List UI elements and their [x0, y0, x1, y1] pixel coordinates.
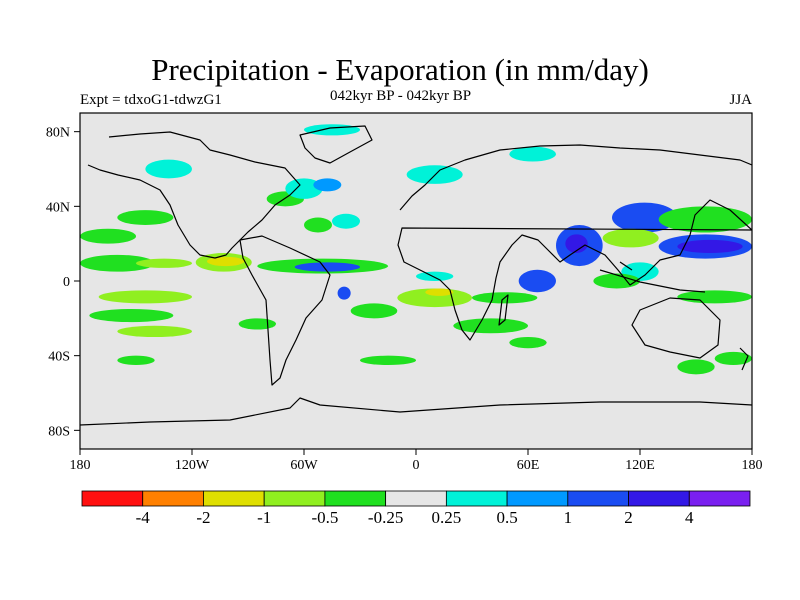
anomaly-region-24 — [350, 303, 398, 319]
colorbar-label-0: -4 — [136, 508, 151, 527]
anomaly-region-27 — [518, 269, 556, 293]
x-axis: 180 120W 60W 0 60E 120E 180 — [70, 449, 763, 473]
anomaly-region-38 — [453, 318, 528, 334]
chart-subtitle: 042kyr BP - 042kyr BP — [330, 88, 472, 104]
anomaly-region-0 — [80, 254, 155, 272]
anomaly-region-36 — [658, 206, 752, 233]
anomaly-region-26 — [509, 146, 556, 162]
colorbar-swatch-9 — [628, 490, 690, 507]
chart-title: Precipitation - Evaporation (in mm/day) — [151, 52, 649, 87]
anomaly-region-15 — [332, 213, 360, 229]
anomaly-region-31 — [602, 228, 659, 248]
anomaly-region-43 — [509, 337, 547, 349]
anomaly-region-3 — [206, 256, 245, 267]
colorbar-swatch-7 — [506, 490, 569, 507]
colorbar-label-6: 0.5 — [496, 508, 517, 527]
colorbar-label-7: 1 — [564, 508, 573, 527]
anomaly-region-5 — [294, 262, 361, 272]
colorbar-label-3: -0.5 — [311, 508, 338, 527]
anomaly-region-13 — [313, 178, 342, 192]
y-tick-label-4: 80S — [48, 424, 70, 439]
x-tick-label-1: 120W — [175, 458, 210, 473]
y-axis: 80N 40N 0 40S 80S — [46, 126, 80, 439]
y-tick-label-3: 40S — [48, 350, 70, 365]
x-tick-label-3: 0 — [413, 458, 420, 473]
anomaly-region-23 — [416, 271, 454, 282]
anomaly-field — [80, 124, 752, 375]
anomaly-region-1 — [136, 258, 192, 268]
colorbar-label-4: -0.25 — [368, 508, 403, 527]
anomaly-region-18 — [145, 159, 193, 179]
x-tick-label-0: 180 — [70, 458, 91, 473]
coastline-north-america — [87, 131, 301, 259]
y-tick-label-1: 40N — [46, 200, 70, 215]
colorbar-swatch-10 — [688, 490, 751, 507]
colorbar-swatch-3 — [263, 490, 326, 507]
anomaly-region-16 — [117, 210, 174, 226]
x-tick-label-6: 180 — [742, 458, 763, 473]
coastline-south-america — [239, 235, 331, 386]
y-tick-label-0: 80N — [46, 126, 70, 141]
anomaly-region-41 — [714, 351, 752, 366]
anomaly-region-33 — [677, 239, 743, 253]
anomaly-region-14 — [304, 217, 332, 233]
anomaly-region-29 — [565, 234, 588, 254]
coastline-eurasia-africa — [397, 144, 752, 341]
coastline-new-zealand — [739, 347, 749, 371]
anomaly-region-19 — [304, 124, 360, 136]
colorbar-label-9: 4 — [685, 508, 694, 527]
coastline-antarctica — [80, 397, 752, 426]
anomaly-region-17 — [80, 228, 136, 244]
colorbar-label-5: 0.25 — [431, 508, 461, 527]
coastline-australia — [631, 297, 721, 359]
anomaly-region-8 — [89, 309, 174, 323]
y-tick-label-2: 0 — [63, 275, 70, 290]
anomaly-region-42 — [117, 355, 155, 366]
colorbar-label-1: -2 — [196, 508, 210, 527]
anomaly-region-35 — [593, 273, 641, 289]
colorbar-label-2: -1 — [257, 508, 271, 527]
anomaly-region-37 — [677, 290, 752, 304]
x-tick-label-4: 60E — [517, 458, 540, 473]
anomaly-region-21 — [425, 288, 454, 296]
colorbar-swatch-6 — [445, 490, 508, 507]
coastline-greenland — [299, 125, 373, 164]
coastlines — [80, 125, 752, 426]
anomaly-region-7 — [98, 290, 192, 304]
colorbar-swatch-4 — [324, 490, 387, 507]
anomaly-region-6 — [337, 286, 351, 300]
anomaly-region-9 — [117, 325, 192, 337]
anomaly-region-40 — [677, 359, 715, 375]
colorbar-swatch-2 — [203, 490, 265, 507]
colorbar-swatch-5 — [385, 490, 447, 507]
anomaly-region-12 — [285, 178, 323, 199]
colorbar: -4 -2 -1 -0.5 -0.25 0.25 0.5 1 2 4 — [81, 490, 751, 527]
colorbar-swatch-1 — [142, 490, 204, 507]
anomaly-region-30 — [612, 202, 678, 233]
colorbar-label-8: 2 — [624, 508, 633, 527]
colorbar-swatch-0 — [81, 490, 144, 507]
experiment-label: Expt = tdxoG1-tdwzG1 — [80, 92, 222, 108]
x-tick-label-2: 60W — [290, 458, 318, 473]
x-tick-label-5: 120E — [625, 458, 655, 473]
season-label: JJA — [729, 92, 752, 108]
coastline-indonesia — [599, 261, 706, 293]
anomaly-region-10 — [238, 318, 276, 330]
colorbar-swatch-8 — [567, 490, 629, 507]
anomaly-region-39 — [360, 355, 416, 366]
coastline-madagascar — [498, 294, 509, 326]
